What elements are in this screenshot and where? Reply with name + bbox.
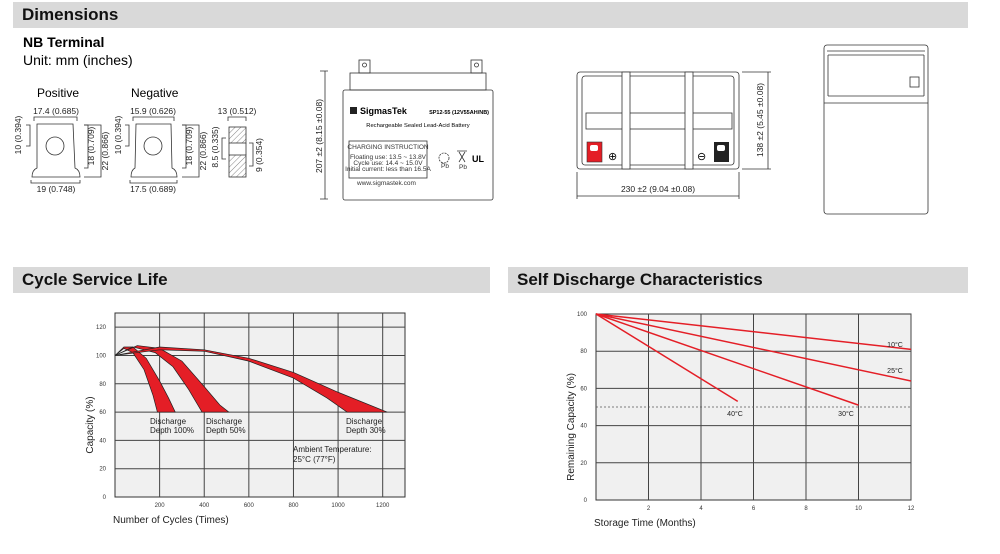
- discharge-x-tick-label: 6: [752, 506, 756, 512]
- section-header-cycle-life: Cycle Service Life: [13, 267, 490, 293]
- charging-title: CHARGING INSTRUCTION: [347, 144, 429, 151]
- discharge-y-tick-label: 60: [580, 386, 587, 392]
- discharge-y-tick-label: 0: [584, 498, 588, 504]
- cycle-y-axis-label: Capacity (%): [85, 396, 96, 453]
- negative-terminal-drawing: Negative 15.9 (0.626) 10 (0.394) 18 (0.7…: [113, 86, 208, 194]
- dim-text: 19 (0.748): [37, 184, 76, 194]
- charging-line: Initial current: less than 16.5A: [345, 166, 431, 173]
- cycle-x-axis-label: Number of Cycles (Times): [113, 515, 229, 526]
- cycle-x-tick-label: 800: [288, 503, 299, 509]
- discharge-line-10c: [595, 313, 912, 351]
- cycle-x-tick-label: 200: [155, 503, 166, 509]
- dim-text: 15.9 (0.626): [130, 106, 176, 116]
- discharge-x-tick-label: 10: [855, 506, 862, 512]
- battery-front-view: 207 ±2 (8.15 ±0.08) SigmasTek SP12-55 (1…: [314, 59, 494, 201]
- pb-label: Pb: [441, 163, 449, 170]
- positive-terminal-drawing: Positive 17.4 (0.685) 10 (0.394) 18 (0.7…: [13, 86, 110, 194]
- negative-label: Negative: [131, 86, 179, 100]
- depth-dimension: 138 ±2 (5.45 ±0.08): [755, 83, 765, 157]
- cycle-series-label: Depth 50%: [206, 426, 246, 435]
- ul-icon: UL: [472, 154, 484, 164]
- positive-label: Positive: [37, 86, 79, 100]
- cycle-y-tick-label: 80: [99, 382, 106, 388]
- cycle-y-tick-label: 0: [103, 495, 107, 501]
- discharge-x-tick-label: 12: [908, 506, 915, 512]
- discharge-x-tick-label: 4: [699, 506, 703, 512]
- dim-text: 18 (0.709): [184, 126, 194, 165]
- discharge-x-axis-label: Storage Time (Months): [594, 518, 696, 529]
- discharge-series-label: 30°C: [838, 410, 854, 418]
- cycle-annotation: Ambient Temperature:: [293, 445, 372, 454]
- cycle-x-tick-label: 1000: [331, 503, 345, 509]
- section-header-dimensions: Dimensions: [13, 2, 968, 28]
- dim-text: 10 (0.394): [13, 115, 23, 154]
- dim-text: 10 (0.394): [113, 115, 123, 154]
- cycle-y-tick-label: 120: [96, 325, 107, 331]
- discharge-y-tick-label: 20: [580, 461, 587, 467]
- discharge-y-tick-label: 80: [580, 349, 587, 355]
- battery-subtitle: Rechargeable Sealed Lead-Acid Battery: [366, 123, 470, 129]
- cycle-y-tick-label: 60: [99, 410, 106, 416]
- cycle-x-tick-label: 1200: [376, 503, 390, 509]
- cycle-band-2: [114, 346, 388, 413]
- discharge-series-label: 40°C: [727, 410, 743, 418]
- dim-text: 13 (0.512): [218, 106, 257, 116]
- cycle-x-tick-label: 400: [199, 503, 210, 509]
- sigma-logo-icon: [350, 107, 357, 114]
- charging-line: Floating use: 13.5 ~ 13.8V: [350, 154, 427, 161]
- dim-text: 22 (0.866): [198, 131, 208, 170]
- discharge-series-label: 10°C: [887, 341, 903, 349]
- dim-text: 18 (0.709): [86, 126, 96, 165]
- cycle-series-label: Depth 100%: [150, 426, 194, 435]
- terminal-title: NB Terminal: [23, 34, 105, 50]
- dim-text: 17.5 (0.689): [130, 184, 176, 194]
- cycle-y-tick-label: 20: [99, 467, 106, 473]
- cycle-series-label: Depth 30%: [346, 426, 386, 435]
- height-dimension: 207 ±2 (8.15 ±0.08): [314, 99, 324, 173]
- cycle-x-tick-label: 600: [244, 503, 255, 509]
- discharge-line-25c: [595, 313, 912, 382]
- cycle-series-label: Discharge: [150, 417, 187, 426]
- brand-name: SigmasTek: [360, 106, 408, 116]
- cycle-annotation: 25°C (77°F): [293, 455, 336, 464]
- cycle-series-label: Discharge: [206, 417, 243, 426]
- discharge-y-axis-label: Remaining Capacity (%): [566, 373, 577, 481]
- plus-icon: ⊕: [608, 151, 617, 163]
- discharge-line-40c: [595, 313, 739, 403]
- dim-text: 22 (0.866): [100, 131, 110, 170]
- discharge-y-tick-label: 40: [580, 424, 587, 430]
- width-dimension: 230 ±2 (9.04 ±0.08): [621, 184, 695, 194]
- minus-icon: ⊖: [697, 151, 706, 163]
- dim-text: 9 (0.354): [254, 138, 264, 172]
- discharge-x-tick-label: 8: [804, 506, 808, 512]
- cycle-series-label: Discharge: [346, 417, 383, 426]
- model-number: SP12-55 (12V55AH/NB): [429, 110, 489, 116]
- discharge-x-tick-label: 2: [647, 506, 651, 512]
- cycle-y-tick-label: 100: [96, 353, 107, 359]
- battery-top-view: ⊕ ⊖ 230 ±2 (9.04 ±0.08) 138 ±2 (5.45 ±0.…: [576, 71, 771, 199]
- pb-label: Pb: [459, 164, 467, 171]
- terminal-side-section: 13 (0.512) 8.5 (0.335) 9 (0.354): [210, 106, 264, 178]
- discharge-line-30c: [595, 313, 859, 406]
- charging-line: Cycle use: 14.4 ~ 15.0V: [353, 160, 423, 167]
- unit-label: Unit: mm (inches): [23, 52, 133, 68]
- bin-icon: [457, 150, 467, 163]
- section-header-self-discharge: Self Discharge Characteristics: [508, 267, 968, 293]
- battery-side-view: [823, 44, 929, 215]
- discharge-series-label: 25°C: [887, 367, 903, 375]
- cycle-y-tick-label: 40: [99, 438, 106, 444]
- dim-text: 8.5 (0.335): [210, 126, 220, 167]
- dim-text: 17.4 (0.685): [33, 106, 79, 116]
- website: www.sigmastek.com: [356, 180, 416, 187]
- recycle-icon: [438, 152, 450, 164]
- discharge-y-tick-label: 100: [577, 312, 588, 318]
